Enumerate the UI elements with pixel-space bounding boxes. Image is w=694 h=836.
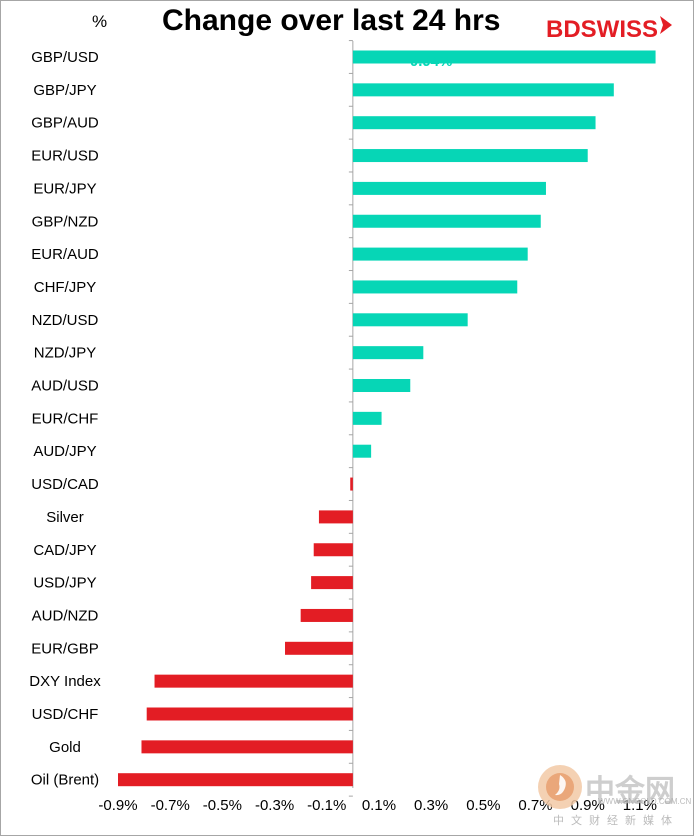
bar: [352, 181, 546, 195]
bar: [352, 280, 518, 294]
category-label: USD/CHF: [32, 706, 99, 723]
bdswiss-logo: BDSWISS: [546, 16, 658, 44]
category-label: GBP/AUD: [31, 115, 99, 132]
bar: [352, 50, 656, 64]
category-label: DXY Index: [29, 673, 101, 690]
x-tick-label: 0.1%: [362, 797, 396, 814]
bar-layer: [118, 50, 656, 787]
category-label: AUD/JPY: [33, 443, 96, 460]
bar: [300, 608, 353, 622]
x-tick-label: 0.9%: [571, 797, 605, 814]
watermark-url: WWW.CNGOLD.COM.CN: [598, 797, 692, 806]
watermark-text: 中金网: [585, 775, 675, 808]
category-label: GBP/USD: [31, 49, 99, 66]
chart-title: Change over last 24 hrs: [162, 4, 501, 37]
bar: [352, 444, 372, 458]
category-label: Oil (Brent): [31, 772, 99, 789]
category-label: AUD/NZD: [32, 607, 99, 624]
unit-label: %: [92, 12, 108, 31]
bar: [318, 510, 353, 524]
bar: [118, 773, 353, 787]
logo-bd: BD: [546, 16, 581, 43]
x-tick-label: -0.3%: [255, 797, 294, 814]
x-tick-label: -0.9%: [98, 797, 137, 814]
category-label: NZD/USD: [32, 312, 99, 329]
bar: [350, 477, 353, 491]
data-labels: 0.94%: [410, 53, 453, 70]
category-label: EUR/USD: [31, 148, 99, 165]
logo-swiss: SWISS: [580, 16, 659, 43]
bar: [352, 313, 468, 327]
category-label: EUR/AUD: [31, 246, 99, 263]
category-label: CHF/JPY: [34, 279, 97, 296]
category-label: GBP/JPY: [33, 82, 96, 99]
bar: [352, 346, 424, 360]
category-label: NZD/JPY: [34, 345, 97, 362]
bar: [352, 83, 614, 97]
bar: [352, 379, 411, 392]
bdswiss-logo-mark-icon: [660, 16, 672, 34]
x-tick-label: 1.1%: [623, 797, 657, 814]
bar: [352, 247, 528, 261]
data-label: 0.94%: [410, 53, 453, 70]
category-label: USD/CAD: [31, 476, 99, 493]
bar: [352, 116, 596, 130]
category-label: AUD/USD: [31, 378, 99, 395]
bar: [313, 543, 353, 557]
bar: [352, 149, 588, 163]
category-label: Gold: [49, 739, 81, 756]
category-label: EUR/JPY: [33, 180, 96, 197]
category-label: Silver: [46, 509, 84, 526]
x-tick-label: 0.5%: [466, 797, 500, 814]
category-label: EUR/GBP: [31, 640, 99, 657]
bar: [141, 740, 353, 754]
x-tick-label: 0.3%: [414, 797, 448, 814]
x-tick-label: -0.5%: [203, 797, 242, 814]
category-label: GBP/NZD: [32, 213, 99, 230]
bar: [154, 674, 353, 688]
watermark-subtitle: 中文财经新媒体: [553, 815, 679, 827]
bar: [311, 576, 353, 590]
cngold-watermark-icon: [538, 765, 582, 809]
bar: [285, 641, 353, 655]
bar: [146, 707, 353, 721]
bar: [352, 411, 382, 425]
category-label: EUR/CHF: [32, 410, 99, 427]
category-labels: GBP/USD GBP/JPY GBP/AUD EUR/USD EUR/JPY GBP/N…: [29, 49, 101, 789]
x-tick-label: -0.7%: [151, 797, 190, 814]
x-tick-labels: -0.9% -0.7% -0.5% -0.3% -0.1% 0.1% 0.3% 0.5% 0.7…: [98, 797, 657, 814]
x-tick-label: -0.1%: [307, 797, 346, 814]
bar: [352, 214, 541, 228]
category-label: CAD/JPY: [33, 542, 96, 559]
category-label: USD/JPY: [33, 575, 96, 592]
